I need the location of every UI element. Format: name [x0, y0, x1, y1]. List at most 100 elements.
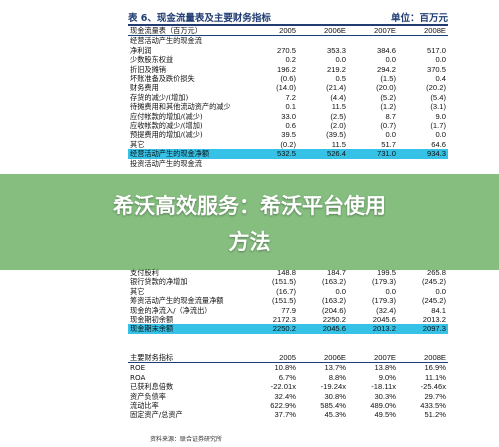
row-label: 待摊费用和其他流动资产的减少: [130, 102, 231, 112]
row-value: 11.5: [331, 139, 346, 149]
header-year: 2008E: [398, 26, 448, 37]
table-row: 其它 (0.2) 11.5 51.7 64.6: [128, 140, 448, 149]
row-label: 资产负债率: [130, 391, 166, 401]
row-label: 已获利息倍数: [130, 382, 174, 392]
header-year: 2005: [248, 26, 298, 37]
table-row: 坏账准备及跌价损失 (0.6) 0.5 (1.5) 0.4: [128, 74, 448, 83]
row-label: 投资活动产生的现金流: [130, 158, 202, 168]
row-value: 0.0: [335, 55, 346, 65]
row-label: 应付帐款的增加/(减少): [130, 111, 203, 121]
table-row: ROE 10.8% 13.7% 13.8% 16.9%: [128, 363, 448, 373]
row-value: 49.5%: [374, 410, 396, 420]
header-year: 2006E: [298, 26, 348, 37]
row-value: 8.7: [385, 111, 396, 121]
row-value: (1.5): [380, 74, 396, 84]
row-value: [348, 159, 398, 168]
row-value: (3.1): [430, 102, 446, 112]
row-value: [298, 36, 348, 46]
row-value: 30.3%: [374, 391, 396, 401]
table-row: 应付帐款的增加/(减少) 33.0 (2.5) 8.7 9.0: [128, 112, 448, 121]
table-title-text: 表 6、现金流量表及主要财务指标: [128, 13, 271, 24]
row-label: 现金期末余额: [128, 324, 248, 334]
row-value: 10.8%: [274, 363, 296, 373]
row-value: (163.2): [321, 277, 346, 287]
row-label: 现金的净流入/（净流出）: [130, 305, 212, 315]
row-value: 0.2: [285, 55, 296, 65]
header-year: 2008E: [398, 353, 448, 364]
row-value: 39.5: [281, 130, 296, 140]
row-value: 8.8%: [328, 372, 346, 382]
table-header-row: 主要财务指标 2005 2006E 2007E 2008E: [128, 353, 448, 364]
row-value: 219.2: [326, 64, 346, 74]
row-value: 0.0: [435, 286, 446, 296]
table-row: 资产负债率 32.4% 30.8% 30.3% 29.7%: [128, 392, 448, 401]
row-value: -19.24x: [320, 382, 346, 392]
table-row: 支付股利 148.8 184.7 199.5 265.8: [128, 268, 448, 277]
row-value: [398, 36, 448, 46]
row-value: 148.8: [276, 268, 296, 277]
row-value: (5.2): [380, 92, 396, 102]
table-row: 经营活动产生的现金净额 532.5 526.4 731.0 934.3: [128, 149, 448, 159]
row-value: [348, 36, 398, 46]
row-label: 其它: [130, 139, 145, 149]
row-value: 0.0: [335, 286, 346, 296]
row-value: 585.4%: [320, 401, 346, 411]
table-row: 其它 (16.7) 0.0 0.0 0.0: [128, 287, 448, 296]
row-value: -22.01x: [270, 382, 296, 392]
row-value: 37.7%: [274, 410, 296, 420]
row-label: 筹资活动产生的现金流量净额: [130, 296, 224, 306]
table-row: 现金期末余额 2250.2 2045.6 2013.2 2097.3: [128, 324, 448, 334]
row-value: 9.0: [435, 111, 446, 121]
row-value: 270.5: [276, 45, 296, 55]
row-label: 固定资产/总资产: [130, 410, 183, 420]
row-value: 0.0: [385, 55, 396, 65]
row-value: 16.9%: [424, 363, 446, 373]
row-label: 少数股东权益: [130, 55, 174, 65]
row-value: 0.0: [435, 55, 446, 65]
row-label: 流动比率: [130, 401, 159, 411]
row-value: (179.3): [371, 296, 396, 306]
title-overlay-banner: [0, 174, 499, 270]
row-value: (2.5): [330, 111, 346, 121]
ratios-table: 主要财务指标 2005 2006E 2007E 2008E ROE 10.8% 13.7% 13…: [128, 353, 448, 420]
row-label: 财务费用: [130, 83, 159, 93]
row-value: 45.3%: [324, 410, 346, 420]
row-value: 0.5: [335, 74, 346, 84]
row-value: 526.4: [298, 149, 348, 159]
table-row: 固定资产/总资产 37.7% 45.3% 49.5% 51.2%: [128, 410, 448, 419]
row-value: 2045.6: [298, 324, 348, 334]
row-value: 77.9: [281, 305, 296, 315]
table-row: 现金的净流入/（净流出） 77.9 (204.6) (32.4) 84.1: [128, 306, 448, 315]
row-value: 532.5: [248, 149, 298, 159]
row-value: 13.7%: [324, 363, 346, 373]
row-value: -25.46x: [420, 382, 446, 392]
row-value: 51.7: [381, 139, 396, 149]
row-value: 294.2: [376, 64, 396, 74]
row-value: (39.5): [326, 130, 346, 140]
row-label: 存货的减少/(增加): [130, 92, 189, 102]
title-rule: [128, 24, 448, 26]
row-value: 11.5: [331, 102, 346, 112]
row-value: (1.2): [380, 102, 396, 112]
row-value: [248, 36, 298, 46]
row-value: (151.5): [271, 296, 296, 306]
row-value: (21.4): [326, 83, 346, 93]
row-label: ROE: [130, 363, 146, 373]
row-value: (16.7): [276, 286, 296, 296]
row-value: 84.1: [431, 305, 446, 315]
row-label: 支付股利: [130, 268, 159, 277]
row-value: 384.6: [376, 45, 396, 55]
row-label: 应收帐款的减少/(增加): [130, 121, 203, 131]
overlay-title: 希沃高效服务：希沃平台使用 方法: [0, 188, 499, 260]
table-row: 流动比率 622.9% 585.4% 489.0% 433.5%: [128, 401, 448, 410]
row-value: (5.4): [430, 92, 446, 102]
table-row: 应收帐款的减少/(增加) 0.6 (2.0) (0.7) (1.7): [128, 121, 448, 130]
row-value: 13.8%: [374, 363, 396, 373]
row-value: 934.3: [398, 149, 448, 159]
row-value: 11.1%: [425, 372, 446, 382]
row-value: (245.2): [421, 296, 446, 306]
row-value: 489.0%: [370, 401, 396, 411]
row-value: (0.6): [280, 74, 296, 84]
table-row: 现金期初余额 2172.3 2250.2 2045.6 2013.2: [128, 315, 448, 324]
unit-label: 单位：百万元: [390, 13, 448, 24]
